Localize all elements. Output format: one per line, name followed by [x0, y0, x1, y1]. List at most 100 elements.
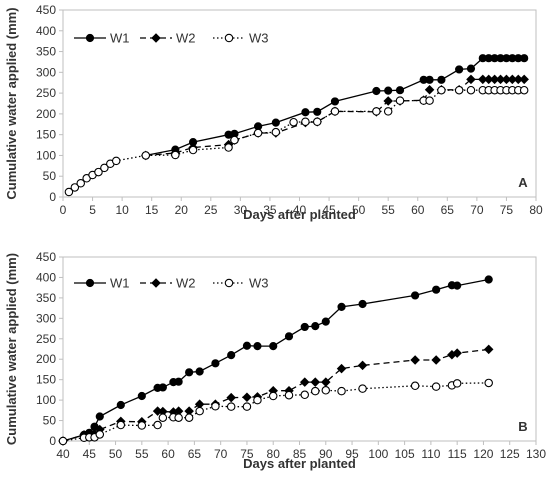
legend-item-w1: W1: [74, 276, 130, 291]
legend: W1 W2 W3: [74, 276, 269, 291]
data-point: [184, 413, 194, 422]
y-tick-label: 0: [49, 190, 56, 204]
data-point: [58, 436, 68, 446]
data-point: [336, 363, 347, 374]
data-point: [253, 395, 262, 405]
x-tick-label: 40: [293, 203, 307, 217]
data-point: [227, 351, 236, 360]
data-point: [137, 421, 147, 430]
x-tick-label: 50: [352, 203, 366, 217]
legend-marker: [85, 278, 95, 288]
x-axis-title: Days after planted: [243, 456, 356, 471]
data-point: [289, 117, 298, 127]
data-point: [466, 85, 476, 95]
data-point: [519, 74, 529, 85]
data-point: [452, 379, 462, 388]
data-point: [466, 64, 476, 73]
data-point: [70, 183, 80, 192]
data-point: [432, 285, 441, 294]
legend-marker: [85, 33, 95, 43]
legend-item-w3: W3: [213, 276, 269, 291]
data-point: [411, 291, 420, 300]
data-point: [454, 85, 464, 95]
y-axis-title: Cumulative water applied (mm): [4, 253, 19, 445]
data-point: [284, 332, 294, 341]
x-tick-label: 130: [526, 447, 546, 461]
panel-letter-label: A: [518, 175, 528, 190]
y-tick-label: 150: [36, 128, 56, 142]
data-point: [64, 187, 74, 197]
legend-marker: [224, 278, 234, 288]
x-tick-label: 45: [322, 203, 336, 217]
y-tick-label: 100: [36, 393, 56, 407]
y-tick-label: 200: [36, 107, 56, 121]
legend-label: W1: [110, 31, 130, 46]
data-point: [431, 382, 441, 391]
data-point: [437, 75, 446, 84]
data-point: [410, 355, 420, 365]
x-tick-label: 35: [263, 203, 277, 217]
data-point: [301, 117, 310, 127]
data-point: [284, 390, 294, 400]
panel-b: 40 45 50 55 60 65 70 75 80 85 90 95 100 105 110 115 120 1…: [4, 250, 546, 471]
data-point: [242, 402, 252, 411]
data-point: [230, 135, 239, 145]
legend-label: W2: [176, 276, 196, 291]
data-point: [310, 377, 321, 387]
data-point: [76, 179, 85, 188]
x-tick-label: 45: [83, 447, 97, 461]
data-point: [484, 378, 493, 388]
x-tick-label: 0: [60, 203, 67, 217]
plot-area-border: [62, 9, 537, 198]
data-point: [395, 86, 405, 95]
x-tick-label: 115: [448, 447, 467, 461]
series-w3: [58, 378, 493, 446]
x-tick-label: 80: [267, 447, 281, 461]
legend-marker: [151, 278, 161, 288]
y-tick-label: 0: [49, 434, 56, 448]
data-point: [395, 96, 405, 105]
y-tick-label: 250: [36, 332, 56, 346]
data-point: [484, 275, 493, 284]
x-tick-label: 55: [135, 447, 149, 461]
y-tick-label: 450: [36, 250, 56, 264]
data-point: [311, 322, 320, 331]
data-point: [313, 107, 322, 116]
data-point: [372, 107, 381, 116]
data-point: [519, 85, 529, 95]
legend-item-w1: W1: [74, 31, 130, 46]
y-tick-label: 300: [36, 311, 56, 325]
x-tick-label: 55: [382, 203, 396, 217]
y-tick-label: 100: [36, 148, 56, 162]
x-tick-label: 110: [421, 447, 440, 461]
legend-label: W3: [249, 276, 269, 291]
y-tick-label: 350: [36, 45, 56, 59]
data-point: [268, 391, 278, 401]
x-tick-label: 60: [411, 203, 425, 217]
data-point: [185, 368, 194, 377]
data-point: [321, 317, 330, 326]
data-point: [253, 128, 263, 138]
data-point: [141, 151, 151, 160]
y-tick-label: 300: [36, 65, 56, 79]
panel-letter-label: B: [518, 419, 527, 434]
data-point: [137, 391, 146, 401]
y-tick-label: 50: [43, 414, 57, 428]
data-point: [94, 167, 103, 177]
y-tick-label: 200: [36, 352, 56, 366]
data-point: [271, 118, 280, 127]
series-line: [68, 89, 525, 193]
x-axis-title: Days after planted: [243, 207, 356, 222]
data-point: [116, 400, 125, 410]
data-point: [437, 85, 446, 95]
legend-item-w2: W2: [140, 31, 196, 46]
data-point: [455, 65, 464, 74]
x-tick-label: 60: [161, 447, 175, 461]
legend-label: W2: [176, 31, 196, 46]
x-tick-label: 65: [188, 447, 202, 461]
x-tick-label: 5: [89, 203, 96, 217]
data-point: [520, 54, 529, 63]
x-tick-label: 65: [441, 203, 455, 217]
